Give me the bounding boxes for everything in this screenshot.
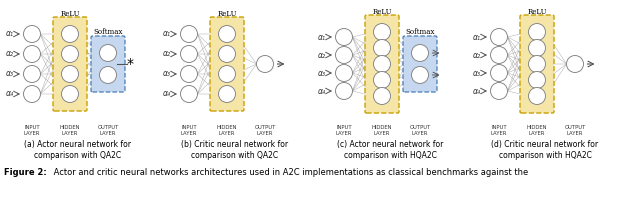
Circle shape (490, 46, 508, 64)
Circle shape (218, 85, 236, 103)
Text: α₄: α₄ (6, 89, 13, 99)
Text: (a) Actor neural network for
comparison with QA2C: (a) Actor neural network for comparison … (24, 140, 131, 160)
Text: (d) Critic neural network for
comparison with HQA2C: (d) Critic neural network for comparison… (492, 140, 598, 160)
Circle shape (61, 85, 79, 103)
Text: Figure 2:: Figure 2: (4, 168, 47, 177)
Text: α₃: α₃ (472, 69, 481, 77)
Text: α₄: α₄ (472, 87, 481, 96)
Circle shape (566, 55, 584, 73)
Text: α₄: α₄ (317, 87, 326, 96)
Circle shape (529, 72, 545, 88)
Circle shape (180, 85, 198, 103)
Circle shape (99, 45, 116, 61)
FancyBboxPatch shape (520, 15, 554, 113)
Circle shape (218, 26, 236, 42)
FancyBboxPatch shape (403, 36, 437, 92)
Text: α₂: α₂ (317, 50, 326, 60)
Text: INPUT
LAYER: INPUT LAYER (336, 125, 352, 136)
Text: α₂: α₂ (6, 50, 13, 58)
Text: α₁: α₁ (317, 32, 326, 42)
Circle shape (99, 66, 116, 84)
Text: α₂: α₂ (472, 50, 481, 60)
Circle shape (335, 65, 353, 81)
Circle shape (374, 55, 390, 73)
Text: INPUT
LAYER: INPUT LAYER (181, 125, 197, 136)
Circle shape (24, 46, 40, 62)
Text: HIDDEN
LAYER: HIDDEN LAYER (372, 125, 392, 136)
Text: Softmax: Softmax (93, 28, 123, 37)
FancyBboxPatch shape (91, 36, 125, 92)
Circle shape (180, 46, 198, 62)
Text: ReLU: ReLU (217, 9, 237, 18)
Circle shape (218, 65, 236, 83)
Circle shape (61, 65, 79, 83)
Text: Softmax: Softmax (405, 28, 435, 37)
Text: OUTPUT
LAYER: OUTPUT LAYER (97, 125, 118, 136)
Text: OUTPUT
LAYER: OUTPUT LAYER (254, 125, 276, 136)
Text: α₂: α₂ (163, 50, 170, 58)
Text: INPUT
LAYER: INPUT LAYER (491, 125, 507, 136)
Text: α₁: α₁ (6, 30, 13, 38)
Text: OUTPUT
LAYER: OUTPUT LAYER (410, 125, 431, 136)
Circle shape (335, 83, 353, 100)
Text: α₃: α₃ (317, 69, 326, 77)
Circle shape (335, 28, 353, 46)
FancyBboxPatch shape (53, 17, 87, 111)
Text: α₁: α₁ (472, 32, 481, 42)
Circle shape (490, 65, 508, 81)
Text: ReLU: ReLU (372, 8, 392, 15)
Text: α₁: α₁ (163, 30, 170, 38)
Text: (c) Actor neural network for
comparison with HQA2C: (c) Actor neural network for comparison … (337, 140, 443, 160)
Text: HIDDEN
LAYER: HIDDEN LAYER (527, 125, 547, 136)
Text: HIDDEN
LAYER: HIDDEN LAYER (60, 125, 80, 136)
Circle shape (218, 46, 236, 62)
Text: α₄: α₄ (163, 89, 170, 99)
Circle shape (374, 72, 390, 88)
Text: α₃: α₃ (6, 69, 13, 78)
Circle shape (490, 83, 508, 100)
Circle shape (24, 65, 40, 83)
Circle shape (490, 28, 508, 46)
Circle shape (529, 39, 545, 57)
Text: Actor and critic neural networks architectures used in A2C implementations as cl: Actor and critic neural networks archite… (51, 168, 528, 177)
Circle shape (529, 23, 545, 41)
Text: ReLU: ReLU (60, 9, 80, 18)
Circle shape (180, 26, 198, 42)
FancyBboxPatch shape (210, 17, 244, 111)
Circle shape (529, 55, 545, 73)
Circle shape (335, 46, 353, 64)
Circle shape (257, 55, 273, 73)
Circle shape (374, 23, 390, 41)
Circle shape (374, 39, 390, 57)
Text: (b) Critic neural network for
comparison with QA2C: (b) Critic neural network for comparison… (181, 140, 289, 160)
Circle shape (412, 45, 429, 61)
Circle shape (24, 85, 40, 103)
Circle shape (529, 88, 545, 104)
Circle shape (374, 88, 390, 104)
Circle shape (412, 66, 429, 84)
Text: OUTPUT
LAYER: OUTPUT LAYER (564, 125, 586, 136)
Text: *: * (127, 57, 134, 71)
Text: HIDDEN
LAYER: HIDDEN LAYER (217, 125, 237, 136)
Text: INPUT
LAYER: INPUT LAYER (24, 125, 40, 136)
Circle shape (61, 26, 79, 42)
FancyBboxPatch shape (365, 15, 399, 113)
Text: ReLU: ReLU (527, 8, 547, 15)
Circle shape (61, 46, 79, 62)
Text: α₃: α₃ (163, 69, 170, 78)
Circle shape (180, 65, 198, 83)
Circle shape (24, 26, 40, 42)
